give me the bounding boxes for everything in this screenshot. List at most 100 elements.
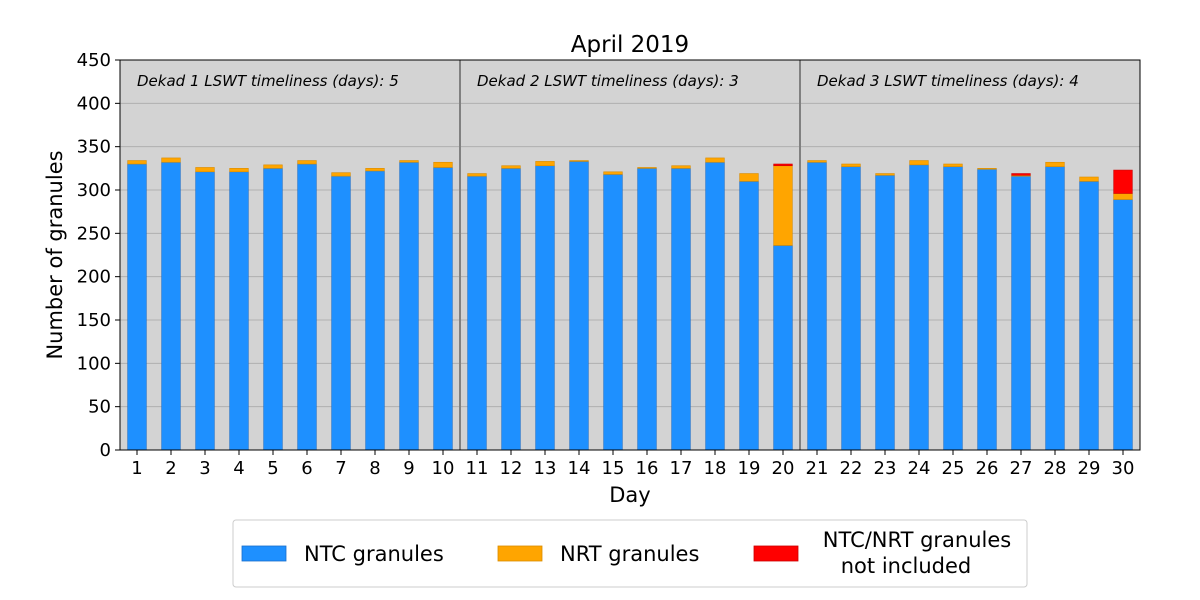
y-tick-label: 150 bbox=[77, 310, 111, 331]
bar-segment-ntc-day-29 bbox=[1079, 181, 1099, 451]
bar-segment-ntc-day-9 bbox=[399, 161, 419, 451]
bar-segment-ntc-day-22 bbox=[841, 166, 861, 451]
x-tick-label: 8 bbox=[369, 458, 380, 479]
bar-segment-ntc-day-5 bbox=[263, 168, 283, 451]
bar-segment-nrt-day-16 bbox=[637, 167, 657, 169]
bar-segment-nrt-day-3 bbox=[195, 167, 215, 173]
x-tick-label: 27 bbox=[1010, 458, 1033, 479]
dekad-label: Dekad 3 LSWT timeliness (days): 4 bbox=[817, 72, 1079, 90]
bar-segment-ntc-day-18 bbox=[705, 161, 725, 451]
grid-lines bbox=[120, 102, 1140, 408]
y-tick-label: 250 bbox=[77, 223, 111, 244]
x-tick-label: 22 bbox=[840, 458, 863, 479]
x-tick-label: 28 bbox=[1044, 458, 1067, 479]
bar-segment-ntc-day-21 bbox=[807, 161, 827, 451]
legend-label: NTC granules bbox=[304, 542, 444, 566]
bar-segment-nrt-day-28 bbox=[1045, 161, 1065, 167]
bar-segment-ntc-day-12 bbox=[501, 168, 521, 451]
dekad-label: Dekad 2 LSWT timeliness (days): 3 bbox=[477, 72, 739, 90]
bar-segment-nrt-day-29 bbox=[1079, 176, 1099, 182]
y-tick-label: 50 bbox=[88, 397, 111, 418]
x-tick-label: 15 bbox=[602, 458, 625, 479]
x-axis: 1 2 3 4 5 6 7 8 9 10 11 12 13 14 15 16 17 18 19 20 21 22 23 24 2… bbox=[131, 450, 1134, 479]
x-tick-label: 13 bbox=[534, 458, 557, 479]
bar-segment-nrt-day-23 bbox=[875, 173, 895, 176]
x-tick-label: 21 bbox=[806, 458, 829, 479]
bar-segment-ntc-day-26 bbox=[977, 168, 997, 451]
bar-segment-ntc-day-23 bbox=[875, 174, 895, 451]
bar-segment-ntc-day-19 bbox=[739, 181, 759, 451]
bars bbox=[127, 157, 1133, 451]
dekad-dividers bbox=[459, 60, 801, 450]
bar-segment-ntc-day-27 bbox=[1011, 175, 1031, 451]
bar-segment-nrt-day-24 bbox=[909, 160, 929, 166]
y-tick-label: 300 bbox=[77, 180, 111, 201]
bar-segment-not-included-day-27 bbox=[1011, 173, 1031, 176]
y-tick-label: 0 bbox=[100, 440, 111, 461]
x-tick-label: 4 bbox=[233, 458, 244, 479]
bar-segment-nrt-day-7 bbox=[331, 172, 351, 177]
x-tick-label: 6 bbox=[301, 458, 312, 479]
bar-segment-ntc-day-8 bbox=[365, 170, 385, 451]
legend-label: NTC/NRT granules bbox=[823, 528, 1011, 552]
x-tick-label: 1 bbox=[131, 458, 142, 479]
bar-segment-ntc-day-1 bbox=[127, 163, 147, 451]
bar-segment-ntc-day-13 bbox=[535, 165, 555, 451]
bar-segment-nrt-day-25 bbox=[943, 163, 963, 167]
bar-segment-ntc-day-4 bbox=[229, 171, 249, 451]
y-tick-label: 450 bbox=[77, 50, 111, 71]
bar-segment-nrt-day-18 bbox=[705, 157, 725, 163]
chart-title: April 2019 bbox=[571, 32, 689, 58]
legend-swatch bbox=[497, 545, 543, 562]
bar-segment-nrt-day-5 bbox=[263, 164, 283, 169]
bar-segment-ntc-day-17 bbox=[671, 168, 691, 451]
bar-segment-nrt-day-22 bbox=[841, 163, 861, 167]
bar-segment-not-included-day-20 bbox=[773, 163, 793, 167]
plot-frame bbox=[119, 59, 1141, 451]
bar-segment-nrt-day-9 bbox=[399, 160, 419, 163]
x-axis-label: Day bbox=[609, 483, 650, 507]
bar-segment-ntc-day-7 bbox=[331, 175, 351, 451]
bar-segment-nrt-day-12 bbox=[501, 165, 521, 169]
bar-segment-ntc-day-10 bbox=[433, 167, 453, 451]
bar-segment-nrt-day-17 bbox=[671, 165, 691, 169]
bar-segment-nrt-day-20 bbox=[773, 165, 793, 246]
x-tick-label: 24 bbox=[908, 458, 931, 479]
x-tick-label: 20 bbox=[772, 458, 795, 479]
x-tick-label: 14 bbox=[568, 458, 591, 479]
x-tick-label: 12 bbox=[500, 458, 523, 479]
x-tick-label: 7 bbox=[335, 458, 346, 479]
plot-background bbox=[120, 60, 1140, 450]
bar-segment-ntc-day-30 bbox=[1113, 199, 1133, 451]
legend-swatch bbox=[753, 545, 799, 562]
bar-segment-nrt-day-15 bbox=[603, 171, 623, 175]
x-tick-label: 26 bbox=[976, 458, 999, 479]
x-tick-label: 17 bbox=[670, 458, 693, 479]
x-tick-label: 29 bbox=[1078, 458, 1101, 479]
legend-frame bbox=[232, 519, 1028, 588]
bar-segment-nrt-day-8 bbox=[365, 168, 385, 172]
x-tick-label: 23 bbox=[874, 458, 897, 479]
bar-segment-ntc-day-20 bbox=[773, 245, 793, 451]
x-tick-label: 25 bbox=[942, 458, 965, 479]
bar-segment-nrt-day-4 bbox=[229, 168, 249, 173]
bar-segment-ntc-day-6 bbox=[297, 163, 317, 451]
bar-segment-ntc-day-11 bbox=[467, 175, 487, 451]
x-tick-label: 11 bbox=[466, 458, 489, 479]
x-tick-label: 5 bbox=[267, 458, 278, 479]
y-axis-label: Number of granules bbox=[43, 150, 67, 359]
legend-swatch bbox=[241, 545, 287, 562]
bar-segment-ntc-day-15 bbox=[603, 174, 623, 451]
legend-label: not included bbox=[841, 554, 971, 578]
bar-segment-nrt-day-14 bbox=[569, 160, 589, 162]
x-tick-label: 9 bbox=[403, 458, 414, 479]
x-tick-label: 19 bbox=[738, 458, 761, 479]
y-tick-label: 350 bbox=[77, 137, 111, 158]
y-tick-label: 400 bbox=[77, 93, 111, 114]
bar-segment-nrt-day-6 bbox=[297, 160, 317, 165]
dekad-label: Dekad 1 LSWT timeliness (days): 5 bbox=[137, 72, 399, 90]
y-axis: 0 50 100 150 200 250 300 350 400 450 bbox=[77, 50, 120, 461]
bar-segment-ntc-day-14 bbox=[569, 161, 589, 451]
bar-segment-ntc-day-16 bbox=[637, 168, 657, 451]
